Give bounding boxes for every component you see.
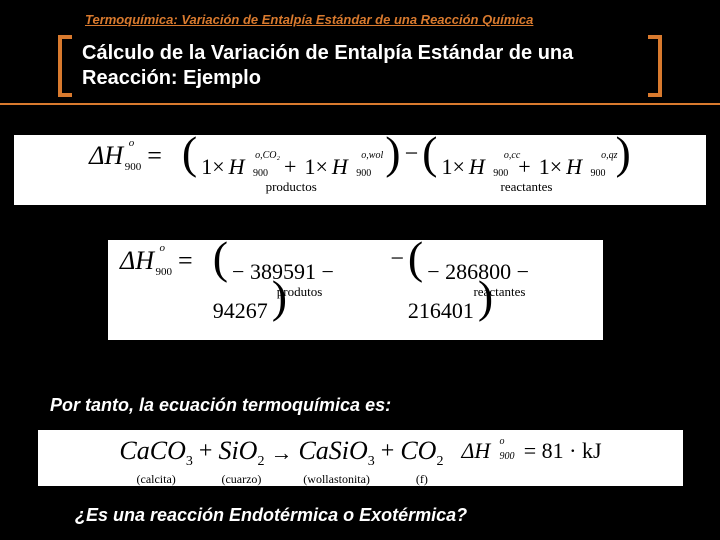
plus: + [381, 438, 395, 465]
sub: 900 [493, 168, 508, 179]
label: (calcita) [137, 472, 176, 486]
sub: 900 [591, 168, 606, 179]
coef: 1× [441, 154, 464, 179]
reactants-numeric: ( − 286800 − 216401 ) reactantes [408, 246, 591, 324]
label: (wollastonita) [303, 472, 370, 486]
products-group: ( 1× H o,CO₂ 900 + 1× H o,wol 900 ) prod… [182, 141, 401, 180]
plus: + [199, 438, 213, 465]
equation-numeric: ΔH o 900 = ( − 389591 − 94267 ) produtos… [108, 240, 603, 340]
slide-title: Cálculo de la Variación de Entalpía Está… [72, 35, 648, 97]
minus: − [405, 141, 419, 168]
reaction-arrow-icon: → [270, 440, 292, 466]
delta-h-lhs: ΔH o 900 [89, 141, 123, 171]
bracket-right [648, 35, 662, 97]
h-term: H o,CO₂ 900 [229, 154, 250, 179]
sup: o [266, 342, 272, 354]
sub: 900 [356, 168, 371, 179]
sup: o,cc [504, 150, 520, 161]
sup: o,CO₂ [255, 150, 280, 161]
products-numeric: ( − 389591 − 94267 ) produtos [213, 246, 387, 324]
label-reactants: reactantes [473, 284, 525, 300]
result-value: 19343 · cal = 81 · kJ [302, 346, 484, 371]
label: (f) [416, 472, 428, 486]
equals: = [178, 246, 193, 276]
species-calcite: CaCO3 (calcita) [119, 436, 192, 488]
h-term: H o,cc 900 [469, 154, 490, 179]
text-question: ¿Es una reacción Endotérmica o Exotérmic… [75, 505, 467, 526]
delta-h-result: ΔH o 900 [226, 346, 260, 371]
sup: o [129, 137, 135, 149]
divider [0, 103, 720, 105]
text-therefore: Por tanto, la ecuación termoquímica es: [50, 395, 391, 416]
result-row: ΔH o 900 = 19343 · cal = 81 · kJ [120, 346, 591, 372]
species-wollastonite: CaSiO3 (wollastonita) [298, 436, 374, 488]
bracket-left [58, 35, 72, 97]
sub: 900 [156, 266, 173, 278]
coef: 1× [201, 154, 224, 179]
equals: = [147, 141, 162, 171]
species-co2: CO2 (f) [400, 436, 443, 488]
delta-h-lhs: ΔH o 900 [120, 246, 154, 276]
sup: o [160, 242, 166, 254]
h-term: H o,wol 900 [332, 154, 353, 179]
label-products: productos [266, 179, 317, 195]
minus: − [390, 246, 404, 273]
label-products: produtos [277, 284, 323, 300]
sub: 900 [253, 168, 268, 179]
coef: 1× [304, 154, 327, 179]
species-quartz: SiO2 (cuarzo) [218, 436, 264, 488]
sub: 900 [125, 161, 142, 173]
coef: 1× [539, 154, 562, 179]
slide-header: Termoquímica: Variación de Entalpía Está… [85, 12, 533, 27]
thermochemical-equation: CaCO3 (calcita) + SiO2 (cuarzo) → CaSiO3… [38, 430, 683, 486]
delta-h-value: ΔH o900 = 81 · kJ [461, 438, 601, 464]
title-container: Cálculo de la Variación de Entalpía Está… [58, 35, 662, 97]
sup: o,wol [361, 150, 383, 161]
equation-symbolic: ΔH o 900 = ( 1× H o,CO₂ 900 + 1× H o,wol… [14, 135, 706, 205]
reactants-group: ( 1× H o,cc 900 + 1× H o,qz 900 ) reacta… [422, 141, 631, 180]
sub: 900 [262, 361, 279, 373]
label-reactants: reactantes [500, 179, 552, 195]
h-term: H o,qz 900 [566, 154, 587, 179]
label: (cuarzo) [221, 472, 261, 486]
